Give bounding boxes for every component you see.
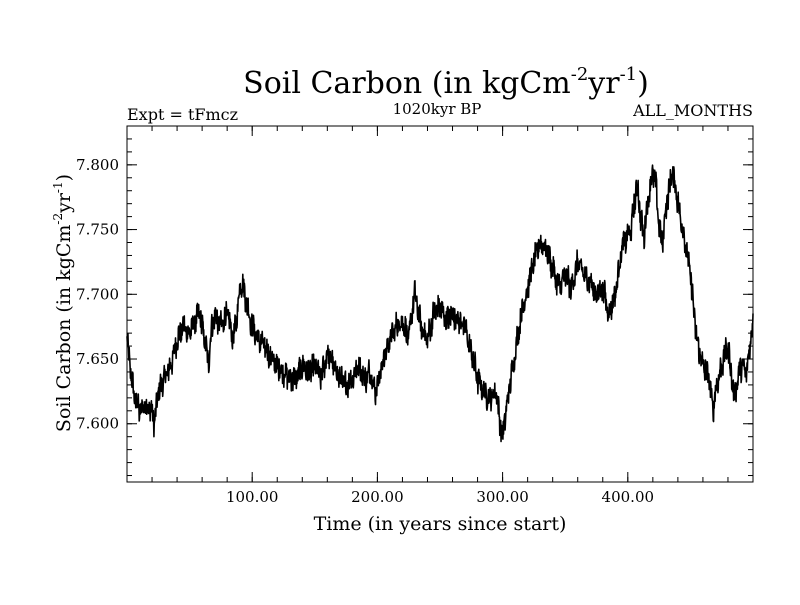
- y-tick-label: 7.650: [76, 350, 119, 368]
- x-tick-label: 100.00: [226, 488, 279, 506]
- x-tick-label: 400.00: [602, 488, 655, 506]
- experiment-label: Expt = tFmcz: [127, 105, 238, 124]
- x-tick-label: 200.00: [351, 488, 404, 506]
- y-tick-label: 7.700: [76, 285, 119, 303]
- title-mid: yr: [587, 66, 620, 101]
- chart-title: Soil Carbon (in kgCm-2yr-1): [243, 64, 649, 101]
- y-tick-label: 7.800: [76, 156, 119, 174]
- months-label: ALL_MONTHS: [632, 101, 753, 120]
- title-main: Soil Carbon (in kgCm: [243, 66, 571, 101]
- title-end: ): [637, 66, 649, 101]
- title-sup2: -1: [620, 64, 638, 85]
- x-tick-label: 300.00: [476, 488, 529, 506]
- ylabel-sup2: -1: [51, 181, 65, 193]
- ylabel-main: Soil Carbon (in kgCm: [53, 225, 75, 432]
- y-tick-label: 7.750: [76, 221, 119, 239]
- series-layer: [126, 164, 754, 443]
- plot-frame: [126, 125, 754, 483]
- time-period-label: 1020kyr BP: [393, 100, 482, 118]
- title-sup1: -2: [571, 64, 589, 85]
- axis-ticks: 7.600 7.650 7.700 7.750 7.800 100.00 200.00 300…: [76, 125, 753, 506]
- y-tick-label: 7.600: [76, 415, 119, 433]
- x-axis-label: Time (in years since start): [314, 513, 567, 535]
- series-line-soil-carbon: [126, 164, 754, 443]
- ylabel-mid: yr: [53, 192, 75, 214]
- ylabel-sup1: -2: [51, 213, 65, 225]
- y-axis-label: Soil Carbon (in kgCm-2yr-1): [51, 174, 75, 432]
- ylabel-end: ): [53, 174, 75, 181]
